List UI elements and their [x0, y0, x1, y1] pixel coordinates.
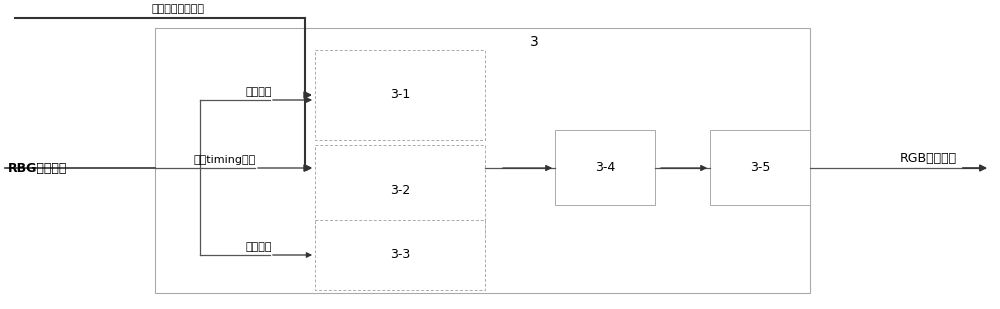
Text: 3: 3: [530, 35, 539, 49]
Text: 本地图像控制接口: 本地图像控制接口: [152, 4, 205, 14]
Bar: [555, 130, 655, 205]
Text: 3-4: 3-4: [595, 161, 615, 174]
Text: 3-3: 3-3: [390, 248, 410, 261]
Text: 像素时钟: 像素时钟: [246, 87, 272, 97]
Bar: [315, 145, 485, 235]
Text: 3-2: 3-2: [390, 184, 410, 197]
Text: 图像timing信号: 图像timing信号: [194, 155, 256, 165]
Text: 3-1: 3-1: [390, 88, 410, 101]
Text: 图像数据: 图像数据: [246, 242, 272, 252]
Text: RBG视频信号: RBG视频信号: [8, 162, 67, 175]
Bar: [315, 220, 485, 290]
Text: 3-5: 3-5: [750, 161, 770, 174]
Bar: [710, 130, 810, 205]
Bar: [315, 50, 485, 140]
Text: RGB接口信号: RGB接口信号: [900, 152, 957, 165]
Bar: [155, 28, 810, 293]
